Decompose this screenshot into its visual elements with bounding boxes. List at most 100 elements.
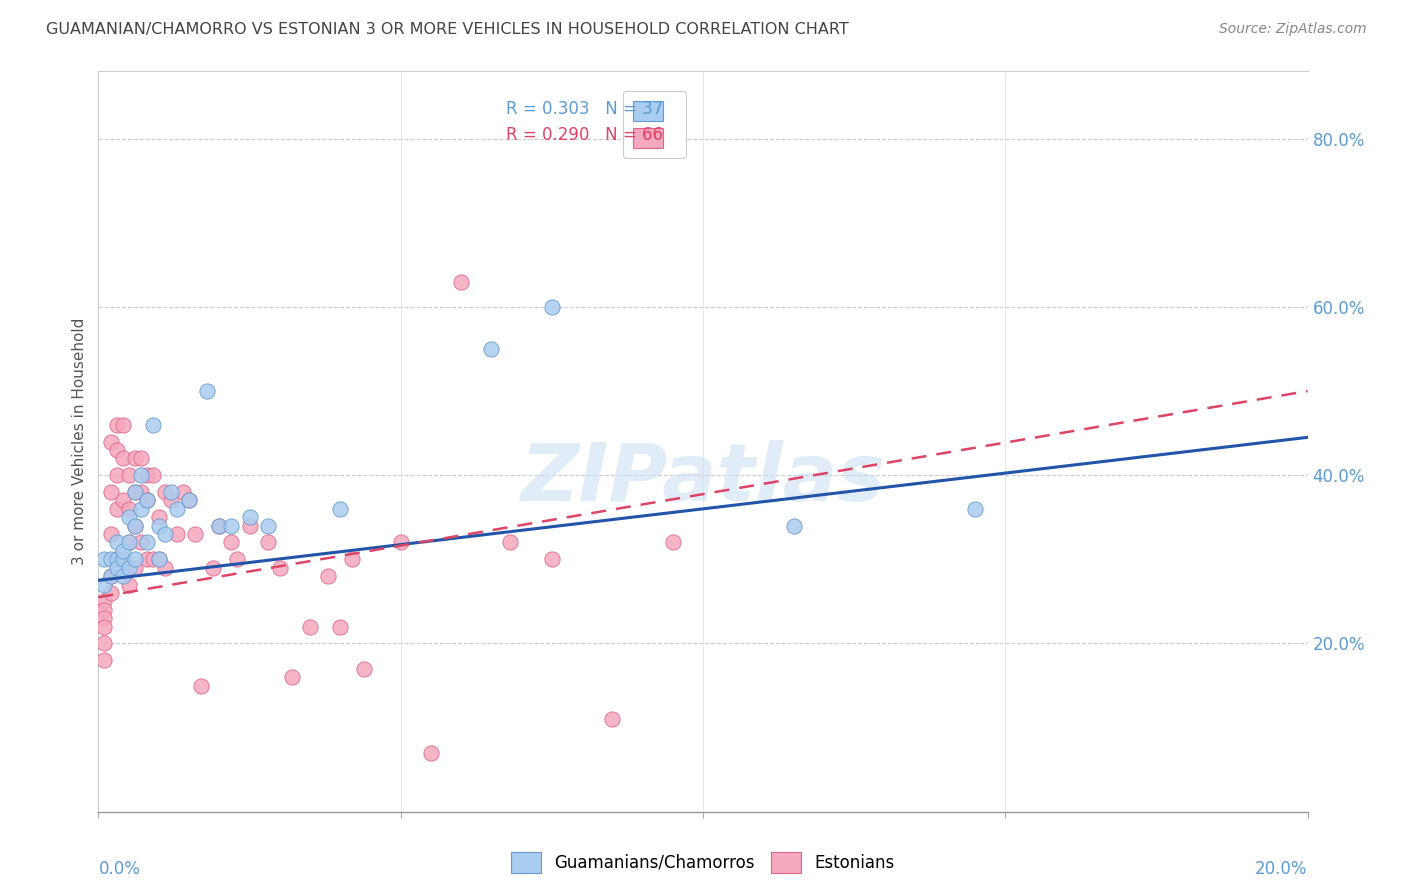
Point <box>105 501 128 516</box>
Point <box>221 518 243 533</box>
Point <box>111 417 134 432</box>
Point <box>129 451 152 466</box>
Y-axis label: 3 or more Vehicles in Household: 3 or more Vehicles in Household <box>72 318 87 566</box>
Point <box>105 442 128 457</box>
Point <box>111 544 134 558</box>
Point <box>135 535 157 549</box>
Point <box>100 434 122 449</box>
Point <box>148 510 170 524</box>
Point <box>105 552 128 566</box>
Point <box>105 468 128 483</box>
Point <box>783 518 806 533</box>
Point <box>93 653 115 667</box>
Point <box>342 552 364 566</box>
Point <box>118 577 141 591</box>
Text: 20.0%: 20.0% <box>1256 860 1308 878</box>
Point <box>179 493 201 508</box>
Point <box>105 560 128 574</box>
Legend: Guamanians/Chamorros, Estonians: Guamanians/Chamorros, Estonians <box>505 846 901 880</box>
Point <box>179 493 201 508</box>
Point <box>118 501 141 516</box>
Point <box>124 485 146 500</box>
Point <box>190 679 212 693</box>
Point <box>129 485 152 500</box>
Point <box>965 501 987 516</box>
Point <box>316 569 339 583</box>
Point <box>111 451 134 466</box>
Point <box>93 594 115 608</box>
Point <box>450 275 472 289</box>
Point <box>540 552 562 566</box>
Point <box>93 636 115 650</box>
Point <box>124 518 146 533</box>
Text: Source: ZipAtlas.com: Source: ZipAtlas.com <box>1219 22 1367 37</box>
Point <box>100 485 122 500</box>
Point <box>124 560 146 574</box>
Point <box>135 552 157 566</box>
Point <box>129 468 152 483</box>
Point <box>540 300 562 314</box>
Point <box>135 468 157 483</box>
Point <box>208 518 231 533</box>
Point <box>148 552 170 566</box>
Point <box>111 569 134 583</box>
Text: R = 0.290   N = 66: R = 0.290 N = 66 <box>506 126 662 145</box>
Point <box>93 552 115 566</box>
Point <box>124 451 146 466</box>
Point <box>498 535 520 549</box>
Point <box>195 384 218 398</box>
Point <box>111 552 134 566</box>
Point <box>148 518 170 533</box>
Point <box>226 552 249 566</box>
Point <box>221 535 243 549</box>
Point <box>166 527 188 541</box>
Point <box>160 493 183 508</box>
Point <box>118 535 141 549</box>
Point <box>124 518 146 533</box>
Point <box>100 569 122 583</box>
Point <box>129 535 152 549</box>
Point <box>105 552 128 566</box>
Point <box>389 535 412 549</box>
Point <box>100 552 122 566</box>
Point <box>118 510 141 524</box>
Point <box>129 501 152 516</box>
Point <box>142 417 165 432</box>
Point <box>135 493 157 508</box>
Point <box>481 342 503 356</box>
Point <box>93 577 115 591</box>
Text: 0.0%: 0.0% <box>98 860 141 878</box>
Point <box>100 586 122 600</box>
Point <box>135 493 157 508</box>
Point <box>172 485 194 500</box>
Text: R = 0.303   N = 37: R = 0.303 N = 37 <box>506 100 664 118</box>
Point <box>239 518 262 533</box>
Point <box>256 518 278 533</box>
Point <box>166 501 188 516</box>
Point <box>93 603 115 617</box>
Point <box>142 468 165 483</box>
Point <box>124 552 146 566</box>
Point <box>93 611 115 625</box>
Point <box>153 527 176 541</box>
Text: ZIPatlas: ZIPatlas <box>520 440 886 517</box>
Point <box>148 552 170 566</box>
Point <box>124 485 146 500</box>
Legend: , : , <box>623 91 686 158</box>
Point <box>256 535 278 549</box>
Point <box>111 493 134 508</box>
Point <box>353 662 375 676</box>
Point <box>202 560 225 574</box>
Point <box>105 535 128 549</box>
Point <box>142 552 165 566</box>
Point <box>661 535 683 549</box>
Point <box>118 560 141 574</box>
Point <box>329 501 352 516</box>
Text: GUAMANIAN/CHAMORRO VS ESTONIAN 3 OR MORE VEHICLES IN HOUSEHOLD CORRELATION CHART: GUAMANIAN/CHAMORRO VS ESTONIAN 3 OR MORE… <box>46 22 849 37</box>
Point <box>118 468 141 483</box>
Point <box>105 417 128 432</box>
Point <box>208 518 231 533</box>
Point <box>239 510 262 524</box>
Point <box>100 569 122 583</box>
Point <box>329 619 352 633</box>
